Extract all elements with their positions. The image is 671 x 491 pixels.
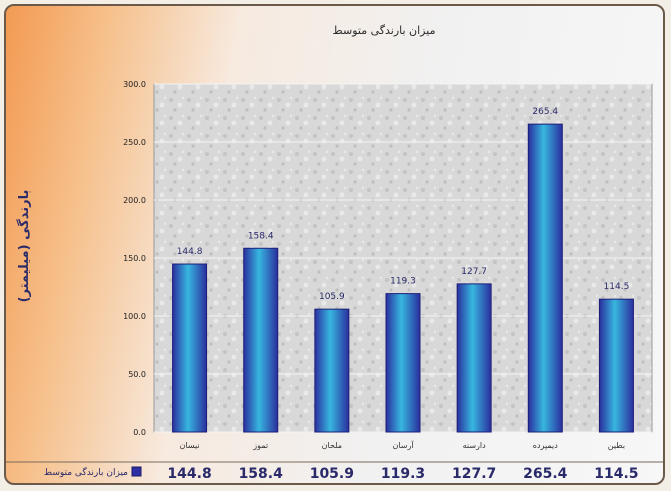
bar <box>314 308 350 433</box>
bar <box>598 298 634 433</box>
x-tick-label: ملحان <box>322 441 342 450</box>
data-label: 144.8 <box>177 247 203 257</box>
x-tick-label: نیسان <box>180 441 200 450</box>
y-tick-label: 250.0 <box>123 138 146 147</box>
table-value: 127.7 <box>452 466 496 482</box>
bar <box>527 123 563 433</box>
bars <box>172 123 634 433</box>
chart-title: میزان بارندگی متوسط <box>333 24 436 37</box>
y-tick-label: 0.0 <box>133 428 146 437</box>
x-tick-label: دیمپرده <box>533 441 558 450</box>
y-axis-label: بارندگی (میلیمتر) <box>16 190 32 303</box>
x-tick-label: تموز <box>252 441 268 450</box>
table-value: 119.3 <box>381 466 425 482</box>
y-tick-label: 300.0 <box>123 80 146 89</box>
data-label: 105.9 <box>319 292 345 302</box>
table-value: 144.8 <box>167 466 211 482</box>
bar <box>243 247 279 433</box>
bar <box>385 293 421 433</box>
data-label: 127.7 <box>461 267 487 277</box>
bar <box>456 283 492 433</box>
data-label: 119.3 <box>390 277 416 287</box>
x-tick-label: آرسان <box>392 440 414 450</box>
bar <box>172 263 208 433</box>
y-tick-label: 150.0 <box>123 254 146 263</box>
bar-chart: میزان بارندگی متوسط بارندگی (میلیمتر) 0.… <box>6 24 663 482</box>
y-tick-label: 100.0 <box>123 312 146 321</box>
legend-label: میزان بارندگی متوسط <box>44 466 128 478</box>
data-label: 158.4 <box>248 231 274 241</box>
table-value: 265.4 <box>523 466 568 482</box>
data-label: 265.4 <box>532 107 558 117</box>
y-tick-label: 50.0 <box>128 370 146 379</box>
x-tick-label: دارسنه <box>463 441 486 450</box>
data-label: 114.5 <box>604 282 630 292</box>
gridlines <box>154 83 652 433</box>
data-labels: 144.8 158.4 105.9 119.3 127.7 265.4 114.5 <box>177 107 630 302</box>
legend-swatch <box>131 466 142 477</box>
table-value: 105.9 <box>310 466 354 482</box>
x-tick-labels: نیسان تموز ملحان آرسان دارسنه دیمپرده بطین <box>180 440 626 450</box>
table-value: 114.5 <box>594 466 638 482</box>
chart-frame: میزان بارندگی متوسط بارندگی (میلیمتر) 0.… <box>4 4 665 485</box>
table-value: 158.4 <box>239 466 284 482</box>
data-table-values: 144.8 158.4 105.9 119.3 127.7 265.4 114.5 <box>167 466 638 482</box>
y-tick-label: 200.0 <box>123 196 146 205</box>
y-tick-labels: 0.0 50.0 100.0 150.0 200.0 250.0 300.0 <box>123 80 146 437</box>
x-tick-label: بطین <box>608 441 625 450</box>
